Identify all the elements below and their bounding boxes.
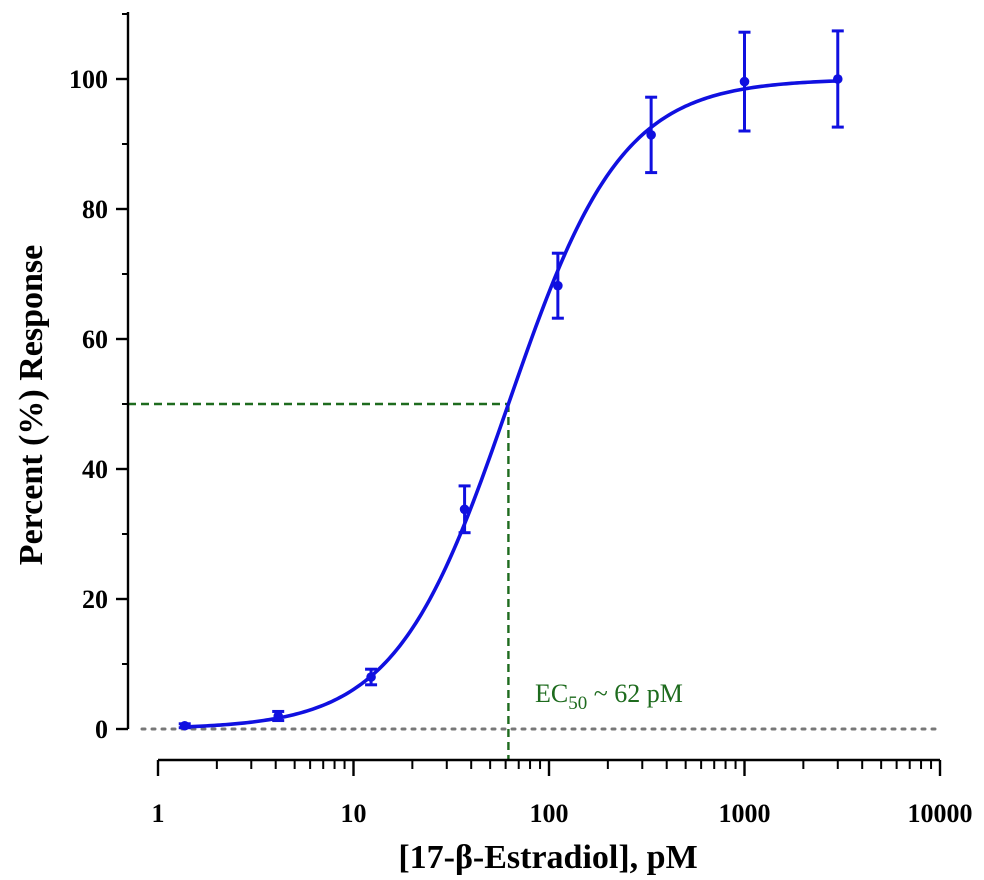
y-tick-label: 60 xyxy=(82,325,108,354)
x-tick-label: 1 xyxy=(152,799,165,828)
ec50-subscript: 50 xyxy=(568,693,587,714)
data-point xyxy=(179,720,190,731)
ec50-prefix: EC xyxy=(535,679,568,708)
x-tick-label: 100 xyxy=(530,799,569,828)
data-point-group xyxy=(738,30,751,133)
data-point xyxy=(832,74,843,84)
data-point xyxy=(553,280,563,291)
y-tick-label: 20 xyxy=(82,585,108,614)
data-point-group xyxy=(645,95,658,175)
y-axis-title: Percent (%) Response xyxy=(13,245,50,565)
data-point-group xyxy=(551,251,564,320)
data-point-group xyxy=(178,720,191,731)
data-points xyxy=(178,29,844,731)
x-tick-label: 10 xyxy=(341,799,367,828)
data-point xyxy=(366,672,376,682)
x-tick-label: 10000 xyxy=(908,799,973,828)
data-point xyxy=(646,130,656,140)
y-tick-label: 0 xyxy=(95,715,108,744)
x-axis-title: [17-β-Estradiol], pM xyxy=(398,839,697,876)
data-point-group xyxy=(831,29,844,129)
y-tick-label: 40 xyxy=(82,455,108,484)
data-point-group xyxy=(458,484,471,535)
reference-lines xyxy=(128,402,942,760)
data-point-group xyxy=(365,667,378,687)
ec50-annotation: EC50 ~ 62 pM xyxy=(535,679,683,714)
fit-curve xyxy=(184,79,838,729)
x-tick-label: 1000 xyxy=(719,799,771,828)
y-tick-label: 100 xyxy=(69,65,108,94)
data-point xyxy=(459,504,470,515)
y-tick-label: 80 xyxy=(82,195,108,224)
data-point-group xyxy=(272,709,285,723)
data-point xyxy=(273,711,284,721)
data-point xyxy=(739,76,750,87)
y-axis: 0 20 40 60 80 100 xyxy=(69,12,130,744)
ec50-suffix: ~ 62 pM xyxy=(587,679,683,708)
x-axis: 1 10 100 1000 10000 xyxy=(152,758,973,828)
